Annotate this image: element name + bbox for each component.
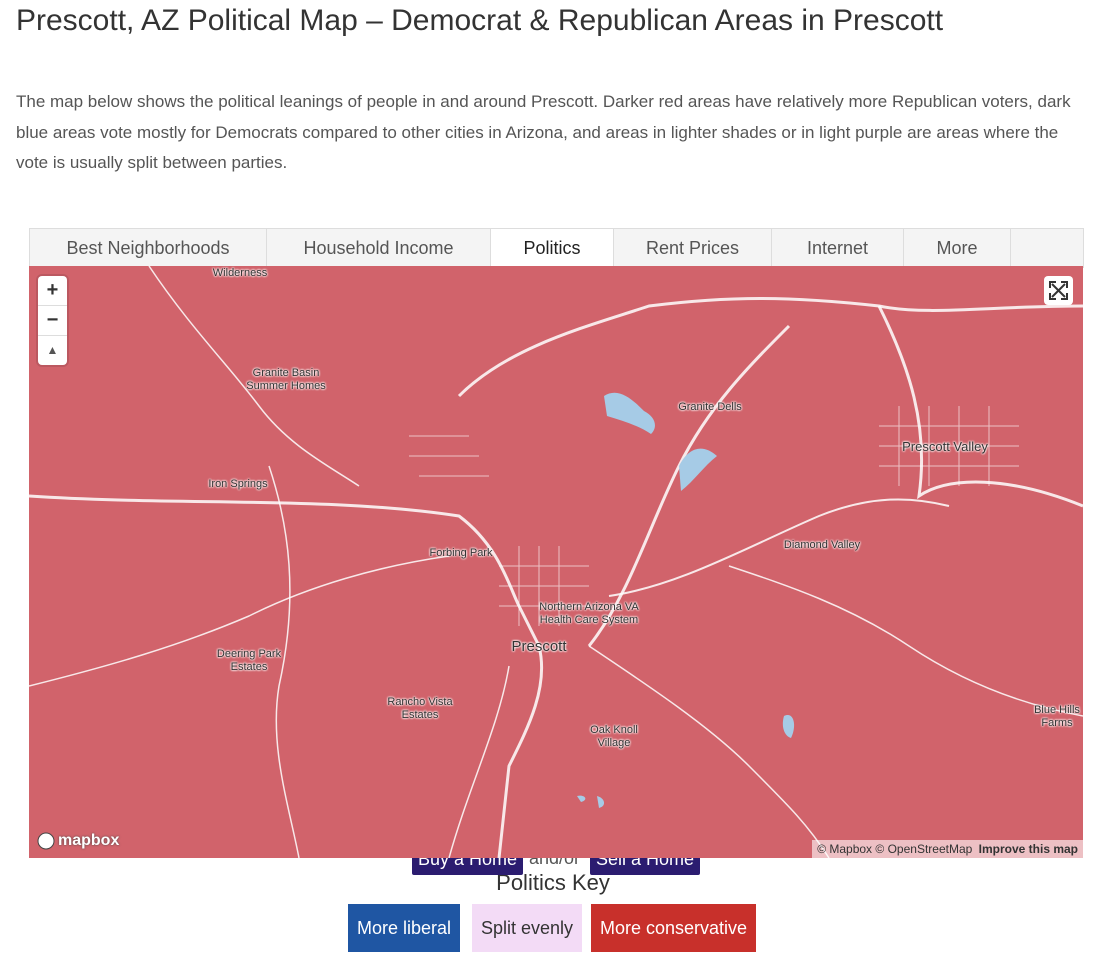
zoom-in[interactable]: +: [38, 276, 67, 306]
map-label: Prescott Valley: [902, 439, 988, 454]
mapbox-icon: [37, 832, 55, 850]
compass[interactable]: ▲: [46, 343, 59, 357]
legend-item: More conservative: [591, 904, 757, 952]
attribution-item[interactable]: © OpenStreetMap: [875, 842, 973, 856]
tab[interactable]: Rent Prices: [614, 229, 772, 267]
tab-bar: Best Neighborhoods Household Income Poli…: [29, 228, 1084, 268]
map-label: Granite Basin Summer Homes: [246, 367, 326, 392]
map-label: Forbing Park: [429, 547, 493, 559]
map-label: Oak Knoll Village: [590, 724, 638, 749]
improve-link[interactable]: Improve this map: [978, 842, 1078, 856]
map-label: Iron Springs: [208, 478, 268, 490]
map-roads: [29, 266, 1083, 858]
attribution-item[interactable]: © Mapbox: [817, 842, 873, 856]
map-label: Rancho Vista Estates: [387, 696, 453, 721]
map-label: Blue Hills Farms: [1034, 704, 1080, 729]
tab[interactable]: More: [904, 229, 1011, 267]
attribution: © Mapbox © OpenStreetMap Improve this ma…: [812, 840, 1083, 858]
map-label: Granite Mountain Wilderness: [212, 267, 268, 279]
fullscreen-button[interactable]: [1044, 276, 1073, 305]
legend-title: Politics Key: [496, 870, 610, 895]
tab[interactable]: Internet: [772, 229, 904, 267]
mapbox-logo[interactable]: mapbox: [37, 832, 119, 850]
legend-item: More liberal: [348, 904, 461, 952]
map-label: Granite Dells: [678, 401, 742, 413]
logo-text: mapbox: [58, 832, 120, 849]
description: The map below shows the political leanin…: [16, 92, 1071, 172]
map-label: Prescott: [511, 638, 567, 655]
tab-active[interactable]: Politics: [491, 229, 614, 267]
tab[interactable]: Household Income: [267, 229, 491, 267]
tab[interactable]: Best Neighborhoods: [30, 229, 267, 267]
page-title: Prescott, AZ Political Map – Democrat & …: [16, 4, 944, 37]
map-water: [577, 392, 795, 808]
map-label: Diamond Valley: [783, 539, 861, 551]
zoom-control: + − ▲: [38, 276, 67, 365]
zoom-out[interactable]: −: [38, 306, 67, 336]
map-label: Northern Arizona VA Health Care System: [539, 601, 639, 626]
legend-item: Split evenly: [472, 904, 583, 952]
map-label: Deering Park Estates: [216, 648, 282, 673]
map[interactable]: + − ▲ mapbox © Mapbox © OpenStreetMap Im…: [29, 266, 1083, 858]
